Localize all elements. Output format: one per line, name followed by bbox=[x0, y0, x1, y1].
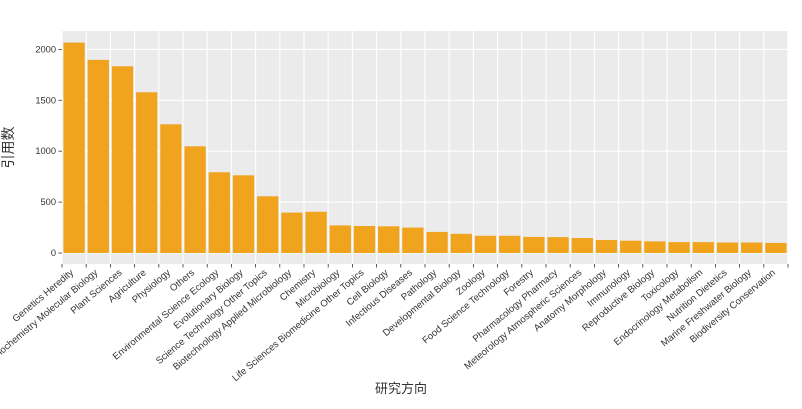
svg-text:1500: 1500 bbox=[35, 95, 56, 105]
svg-text:研究方向: 研究方向 bbox=[375, 381, 427, 396]
svg-text:500: 500 bbox=[40, 197, 56, 207]
svg-text:2000: 2000 bbox=[35, 44, 56, 54]
svg-text:0: 0 bbox=[51, 248, 56, 258]
svg-text:1000: 1000 bbox=[35, 146, 56, 156]
svg-text:引用数: 引用数 bbox=[0, 127, 16, 169]
